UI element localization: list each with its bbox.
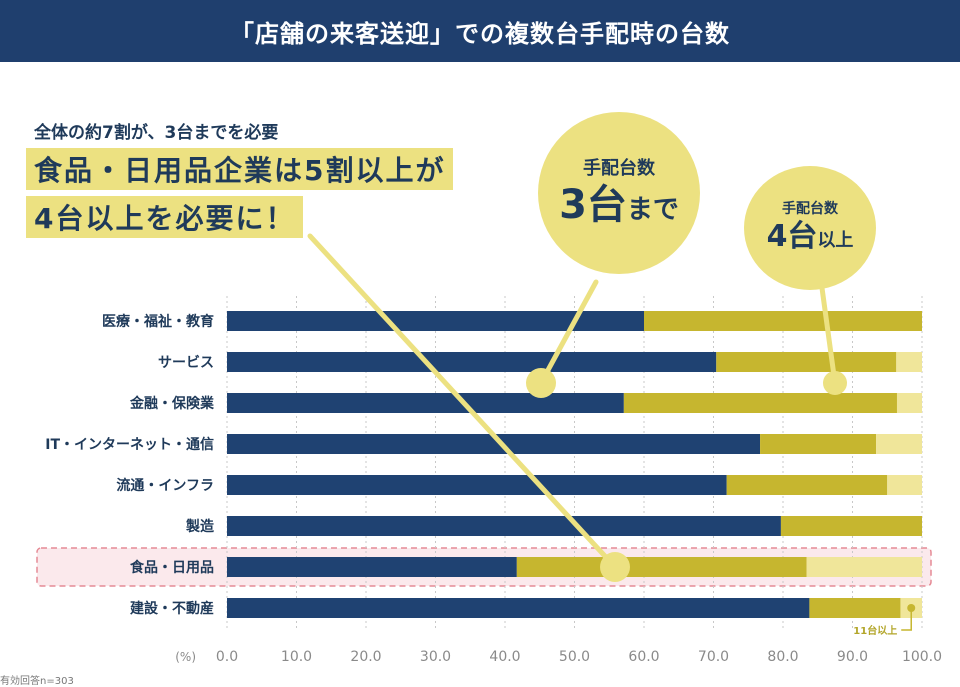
- x-tick-label: 100.0: [902, 649, 942, 665]
- bar-segment: [716, 352, 897, 372]
- bubble-up-to-3-top: 手配台数: [583, 157, 655, 179]
- bar-segment: [227, 475, 727, 495]
- pointer-line-up-to-3: [538, 279, 599, 386]
- bar-segment: [227, 598, 810, 618]
- bubble-up-to-3: 手配台数 3台まで: [538, 112, 700, 274]
- category-label: IT・インターネット・通信: [45, 436, 214, 453]
- category-label: 製造: [185, 518, 214, 535]
- bar-segment: [876, 434, 922, 454]
- bubble-4-plus-top: 手配台数: [782, 201, 838, 217]
- category-label: 流通・インフラ: [116, 477, 214, 494]
- pointer-dot-4-plus: [823, 371, 847, 395]
- x-tick-label: 80.0: [767, 649, 798, 665]
- x-unit-label: (%): [175, 650, 196, 664]
- x-tick-label: 90.0: [837, 649, 868, 665]
- bubble-4-plus-value: 4台以上: [767, 220, 854, 258]
- bar-segment: [227, 393, 624, 413]
- bar-segment: [809, 598, 901, 618]
- category-label: 医療・福祉・教育: [102, 313, 214, 330]
- bubble-4-plus-number: 4台: [766, 219, 818, 254]
- footnote: 有効回答n=303: [0, 676, 74, 687]
- category-label: サービス: [158, 355, 214, 371]
- category-label: 金融・保険業: [129, 395, 215, 412]
- annotation-label: 11台以上: [853, 624, 897, 637]
- annotation-leader: [901, 608, 912, 631]
- x-tick-label: 10.0: [281, 649, 312, 665]
- bar-segment: [896, 352, 922, 372]
- category-label: 食品・日用品: [130, 559, 214, 576]
- callout-highlight-line2: 4台以上を必要に！: [26, 196, 304, 238]
- bubble-up-to-3-suffix: まで: [626, 194, 679, 225]
- bar-segment: [780, 516, 922, 536]
- bar-segment: [887, 475, 922, 495]
- category-label: 建設・不動産: [130, 600, 214, 617]
- bubble-4-plus-suffix: 以上: [817, 230, 854, 251]
- pointer-line-4-plus: [819, 285, 838, 386]
- bar-segment: [227, 434, 761, 454]
- bar-segment: [227, 557, 517, 577]
- x-tick-label: 70.0: [698, 649, 729, 665]
- pointer-line-highlight: [307, 233, 618, 570]
- pointer-dot-highlight: [600, 552, 630, 582]
- x-tick-label: 30.0: [420, 649, 451, 665]
- bar-segment: [806, 557, 922, 577]
- bar-segment: [726, 475, 888, 495]
- x-tick-label: 40.0: [489, 649, 520, 665]
- callout-caption: 全体の約7割が、3台までを必要: [34, 123, 279, 143]
- bar-segment: [227, 516, 781, 536]
- x-tick-label: 50.0: [559, 649, 590, 665]
- bar-segment: [896, 393, 922, 413]
- bubble-up-to-3-number: 3台: [559, 181, 627, 228]
- bar-segment: [227, 311, 644, 331]
- pointer-dot-up-to-3: [526, 368, 556, 398]
- x-tick-label: 20.0: [350, 649, 381, 665]
- header-bar: 「店舗の来客送迎」での複数台手配時の台数: [0, 0, 960, 62]
- bubble-up-to-3-value: 3台まで: [559, 182, 679, 233]
- chart-title: 「店舗の来客送迎」での複数台手配時の台数: [230, 19, 730, 48]
- bar-segment: [227, 352, 717, 372]
- x-tick-label: 60.0: [628, 649, 659, 665]
- bar-segment: [516, 557, 807, 577]
- x-tick-label: 0.0: [216, 649, 238, 665]
- bar-segment: [623, 393, 897, 413]
- bar-segment: [760, 434, 877, 454]
- callout-highlight-line1: 食品・日用品企業は5割以上が: [26, 148, 454, 190]
- bar-segment: [644, 311, 922, 331]
- bubble-4-plus: 手配台数 4台以上: [744, 166, 876, 290]
